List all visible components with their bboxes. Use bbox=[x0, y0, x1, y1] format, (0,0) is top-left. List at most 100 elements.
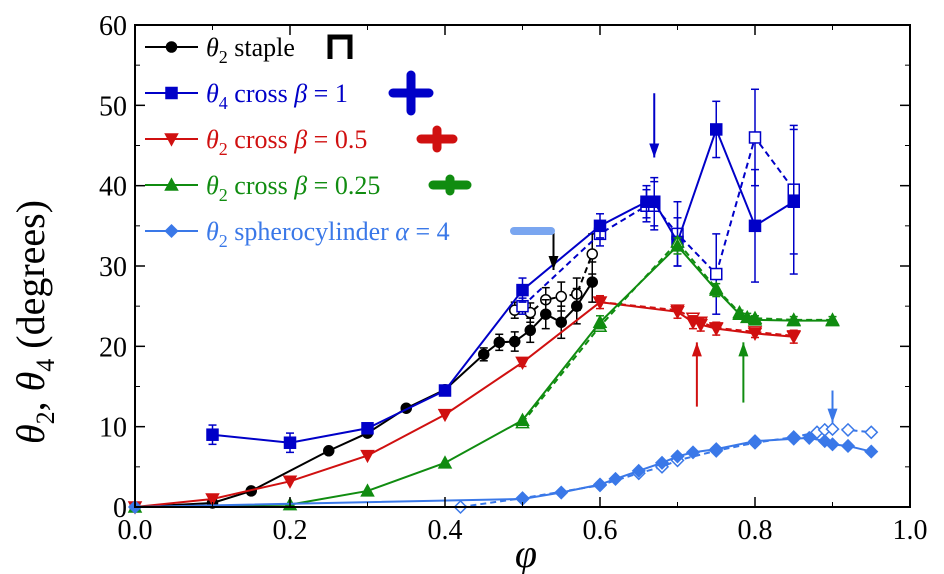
data-point bbox=[693, 318, 709, 333]
series-1-solid bbox=[206, 100, 800, 454]
data-point bbox=[787, 195, 800, 208]
data-point bbox=[748, 219, 762, 233]
arrow-marker bbox=[827, 390, 838, 423]
staple-icon bbox=[327, 34, 353, 59]
series-0-solid bbox=[129, 261, 598, 513]
arrow-head bbox=[649, 143, 660, 158]
data-point bbox=[747, 434, 763, 449]
legend-marker bbox=[164, 177, 179, 191]
data-point bbox=[478, 348, 490, 361]
data-point bbox=[786, 431, 801, 446]
series-line bbox=[134, 301, 794, 508]
x-tick-label: 0.6 bbox=[583, 515, 618, 546]
legend-label: θ4 cross β = 1 bbox=[206, 79, 348, 113]
data-point bbox=[282, 475, 298, 489]
legend-entry-1: θ4 cross β = 1 bbox=[145, 70, 434, 116]
series-line bbox=[521, 240, 833, 424]
y-tick-label: 50 bbox=[99, 91, 127, 122]
x-tick-label: 0.8 bbox=[738, 515, 773, 546]
series-line bbox=[134, 281, 594, 508]
data-point bbox=[670, 306, 685, 320]
x-tick-label: 1.0 bbox=[893, 515, 928, 546]
legend: θ2 staple θ4 cross β = 1 θ2 cross β = 0.5 θ… bbox=[145, 33, 555, 251]
x-axis-label: φ bbox=[515, 531, 537, 574]
data-point bbox=[592, 314, 608, 328]
data-point bbox=[685, 445, 701, 460]
data-point bbox=[654, 455, 670, 470]
data-point bbox=[540, 308, 552, 320]
x-tick-label: 0.0 bbox=[118, 515, 153, 546]
series-line bbox=[134, 244, 833, 508]
data-point bbox=[739, 309, 755, 324]
arrow-marker bbox=[548, 229, 559, 271]
data-point bbox=[825, 437, 840, 452]
data-point bbox=[592, 477, 608, 492]
data-point bbox=[786, 330, 802, 345]
series-line bbox=[460, 428, 872, 508]
legend-marker bbox=[164, 223, 179, 239]
data-point bbox=[516, 283, 529, 297]
data-point bbox=[608, 471, 623, 486]
data-point bbox=[710, 123, 723, 136]
y-tick-label: 20 bbox=[99, 332, 127, 363]
data-point bbox=[593, 219, 607, 233]
data-point bbox=[708, 282, 724, 296]
data-point bbox=[586, 276, 598, 288]
data-point bbox=[515, 412, 530, 426]
series-line bbox=[212, 126, 795, 444]
y-tick-label: 60 bbox=[99, 11, 127, 42]
data-point bbox=[840, 422, 856, 437]
data-point bbox=[554, 485, 569, 500]
y-tick-label: 10 bbox=[99, 413, 127, 444]
data-point bbox=[205, 493, 220, 507]
data-point bbox=[592, 296, 608, 310]
series-line bbox=[521, 135, 795, 307]
data-point bbox=[493, 336, 505, 349]
y-tick-label: 0 bbox=[113, 493, 127, 524]
staple-shape bbox=[327, 34, 353, 59]
arrow-head bbox=[548, 256, 559, 271]
data-point bbox=[708, 322, 724, 337]
data-point bbox=[631, 463, 646, 478]
axes: 0.0 0.2 0.4 0.6 0.8 1.0 0 10 20 30 40 50 60 bbox=[99, 11, 928, 546]
data-point bbox=[206, 428, 219, 441]
arrow-head bbox=[691, 342, 702, 357]
cross-beta-0.25-icon bbox=[428, 174, 472, 196]
data-point bbox=[864, 444, 879, 459]
data-point bbox=[802, 430, 817, 445]
data-point bbox=[747, 327, 763, 342]
cross-beta-1-icon bbox=[388, 70, 434, 116]
legend-marker bbox=[165, 41, 178, 53]
data-point bbox=[323, 445, 335, 457]
data-point bbox=[748, 131, 762, 144]
data-point bbox=[840, 438, 856, 454]
legend-entry-0: θ2 staple bbox=[145, 33, 353, 67]
x-tick-label: 0.2 bbox=[273, 515, 308, 546]
data-point bbox=[555, 316, 567, 328]
data-point bbox=[283, 436, 297, 449]
y-axis-label: θ2, θ4 (degrees) bbox=[8, 200, 60, 444]
data-point bbox=[361, 422, 374, 435]
legend-entry-2: θ2 cross β = 0.5 bbox=[145, 125, 458, 159]
data-point bbox=[709, 442, 724, 457]
series-line bbox=[134, 436, 872, 508]
data-point bbox=[360, 483, 375, 497]
data-point bbox=[732, 306, 747, 320]
data-point bbox=[555, 290, 567, 303]
data-point bbox=[360, 449, 375, 464]
data-point bbox=[670, 449, 685, 464]
data-point bbox=[438, 384, 452, 397]
data-point bbox=[437, 455, 453, 469]
series-2-solid bbox=[127, 294, 802, 515]
arrow-head bbox=[738, 342, 749, 357]
data-point bbox=[786, 313, 802, 327]
series-4-solid bbox=[127, 430, 879, 515]
legend-entry-3: θ2 cross β = 0.25 bbox=[145, 171, 472, 205]
legend-label: θ2 cross β = 0.5 bbox=[206, 125, 367, 159]
data-point bbox=[825, 313, 840, 327]
data-point bbox=[648, 195, 661, 208]
y-tick-label: 40 bbox=[99, 172, 127, 203]
legend-marker bbox=[165, 86, 178, 100]
legend-entry-4: θ2 spherocylinder α = 4 bbox=[145, 217, 555, 251]
cross-beta-0.5-icon bbox=[416, 125, 458, 153]
